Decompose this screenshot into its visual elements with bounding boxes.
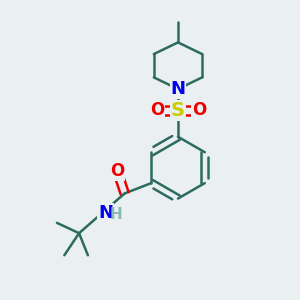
Text: N: N <box>98 204 113 222</box>
Text: O: O <box>192 101 206 119</box>
Text: O: O <box>110 162 124 180</box>
Text: O: O <box>150 101 164 119</box>
Text: N: N <box>170 80 185 98</box>
Text: S: S <box>171 101 185 120</box>
Text: H: H <box>110 206 122 221</box>
